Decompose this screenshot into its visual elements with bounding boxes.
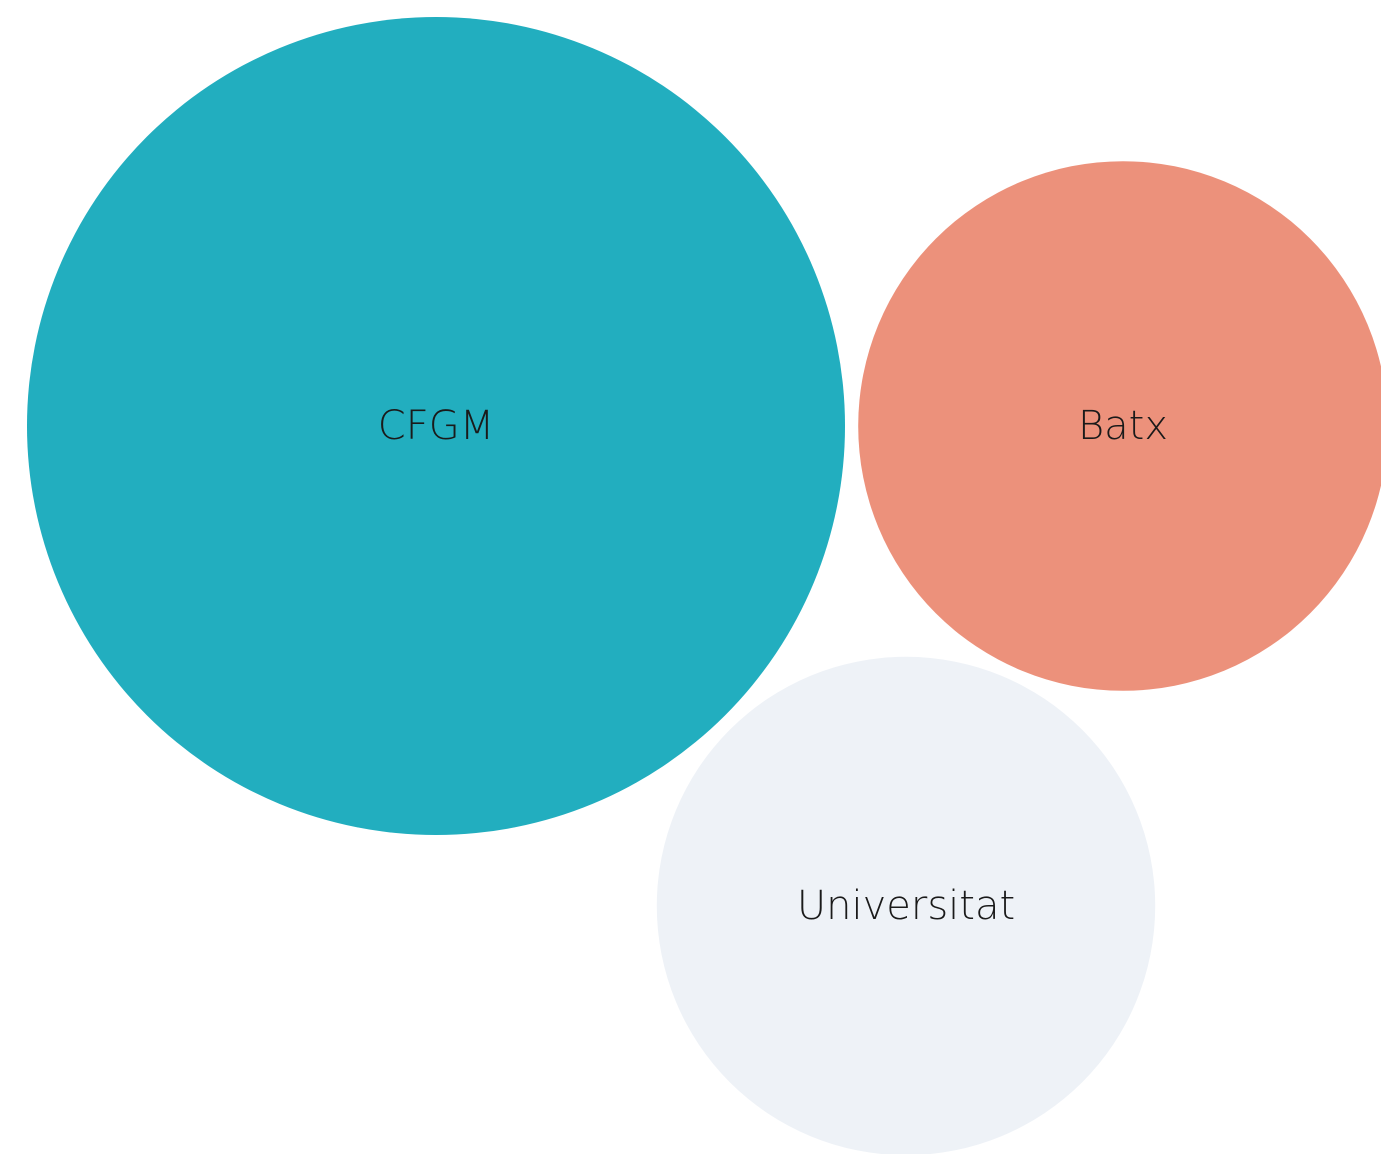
bubble: [26, 16, 846, 836]
bubble: [858, 161, 1381, 691]
bubble: [656, 656, 1156, 1154]
bubble-label: Batx: [1078, 403, 1168, 449]
bubble-label: CFGM: [378, 403, 494, 449]
bubble-label: Universitat: [797, 883, 1015, 929]
